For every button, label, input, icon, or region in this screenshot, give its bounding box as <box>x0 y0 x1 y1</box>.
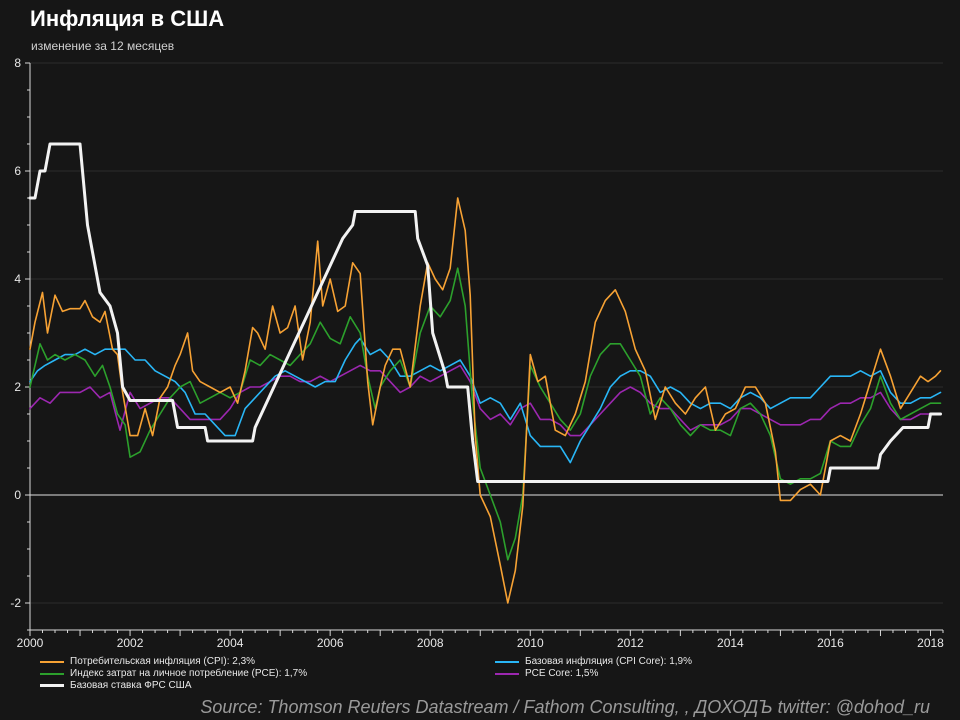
series-line-pce <box>29 267 942 561</box>
legend-swatch-cpi <box>40 660 64 663</box>
series-line-pce-core <box>29 364 942 437</box>
legend-swatch-cpi-core <box>495 660 519 663</box>
series-line-fed <box>28 142 942 483</box>
page-subtitle: изменение за 12 месяцев <box>31 39 175 53</box>
x-tick-label-5: 2010 <box>517 636 544 650</box>
series-line-cpi <box>29 197 942 604</box>
legend-label-pce-core: PCE Core: 1,5% <box>525 668 599 679</box>
legend-swatch-pce <box>40 672 64 675</box>
legend-label-cpi: Потребительская инфляция (CPI): 2,3% <box>70 656 256 667</box>
x-tick-label-4: 2008 <box>417 636 444 650</box>
source-note: Source: Thomson Reuters Datastream / Fat… <box>200 697 930 717</box>
page-title: Инфляция в США <box>30 6 225 31</box>
legend-item-pce[interactable]: Индекс затрат на личное потребление (PCE… <box>40 668 307 679</box>
y-tick-label-3: 4 <box>14 272 21 286</box>
legend-item-pce-core[interactable]: PCE Core: 1,5% <box>495 668 598 679</box>
legend-item-cpi-core[interactable]: Базовая инфляция (CPI Core): 1,9% <box>495 656 692 667</box>
legend-item-cpi[interactable]: Потребительская инфляция (CPI): 2,3% <box>40 656 255 667</box>
x-tick-label-8: 2016 <box>817 636 844 650</box>
legend-swatch-fed <box>40 684 64 687</box>
x-tick-label-6: 2012 <box>617 636 644 650</box>
x-tick-label-2: 2004 <box>217 636 244 650</box>
legend-label-cpi-core: Базовая инфляция (CPI Core): 1,9% <box>525 656 693 667</box>
y-tick-label-1: 0 <box>14 488 21 502</box>
legend-item-fed[interactable]: Базовая ставка ФРС США <box>40 680 192 691</box>
legend-label-pce: Индекс затрат на личное потребление (PCE… <box>70 668 308 679</box>
y-tick-label-0: -2 <box>10 596 21 610</box>
x-tick-label-1: 2002 <box>117 636 144 650</box>
legend-swatch-pce-core <box>495 672 519 675</box>
x-tick-label-3: 2006 <box>317 636 344 650</box>
series-line-cpi-core <box>29 337 942 464</box>
x-tick-label-9: 2018 <box>917 636 944 650</box>
y-tick-label-2: 2 <box>14 380 21 394</box>
series-group <box>28 142 942 604</box>
x-tick-label-7: 2014 <box>717 636 744 650</box>
legend-label-fed: Базовая ставка ФРС США <box>70 680 192 691</box>
x-tick-label-0: 2000 <box>17 636 44 650</box>
axes: -2 0 2 4 6 8 2000 2002 2004 2006 2008 2010 2012 2014 2… <box>10 56 944 650</box>
y-tick-label-5: 8 <box>14 56 21 70</box>
grid-lines <box>30 62 943 604</box>
y-tick-label-4: 6 <box>14 164 21 178</box>
